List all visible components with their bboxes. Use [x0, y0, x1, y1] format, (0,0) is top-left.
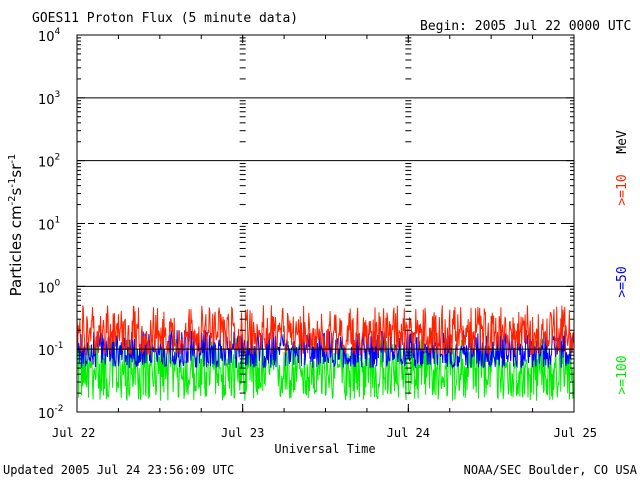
plot-frame — [76, 34, 575, 413]
y-axis-label: Particles cm-2s-1sr-1 — [7, 154, 25, 297]
x-tick-label-1: Jul 23 — [221, 426, 264, 440]
series-layer — [76, 305, 575, 401]
series-ge100 — [76, 338, 575, 401]
legend-ge10: >=10 — [615, 174, 630, 205]
begin-label: Begin: 2005 Jul 22 0000 UTC — [420, 19, 631, 34]
legend-unit: MeV — [615, 130, 630, 154]
y-label-mid1: s — [7, 187, 25, 195]
y-label-main: Particles cm — [7, 205, 25, 296]
y-tick-label-1: 10-1 — [38, 341, 64, 359]
series-ge10 — [76, 305, 575, 356]
y-tick-label-4: 102 — [38, 153, 60, 171]
y-tick-label-6: 104 — [38, 27, 61, 45]
y-label-mid2: sr — [7, 163, 25, 178]
x-axis-label: Universal Time — [274, 442, 375, 456]
y-label-sup1: -2 — [7, 195, 18, 205]
chart-title: GOES11 Proton Flux (5 minute data) — [32, 11, 298, 26]
x-tick-label-0: Jul 22 — [52, 426, 95, 440]
y-tick-label-5: 103 — [38, 90, 60, 108]
grid-layer: 10-2 10-1 100 101 102 103 104 Jul 22 Jul 23 Jul 2… — [38, 27, 597, 440]
x-tick-label-2: Jul 24 — [387, 426, 430, 440]
y-tick-label-2: 100 — [38, 278, 61, 296]
footer-updated: Updated 2005 Jul 24 23:56:09 UTC — [3, 463, 234, 477]
y-tick-label-3: 101 — [38, 216, 60, 234]
y-label-sup2: -1 — [7, 178, 18, 188]
footer-source: NOAA/SEC Boulder, CO USA — [464, 463, 638, 477]
x-tick-label-3: Jul 25 — [554, 426, 597, 440]
legend-ge100: >=100 — [615, 355, 630, 394]
y-tick-label-0: 10-2 — [38, 404, 64, 422]
legend-ge50: >=50 — [615, 266, 630, 297]
y-label-sup3: -1 — [7, 154, 18, 164]
